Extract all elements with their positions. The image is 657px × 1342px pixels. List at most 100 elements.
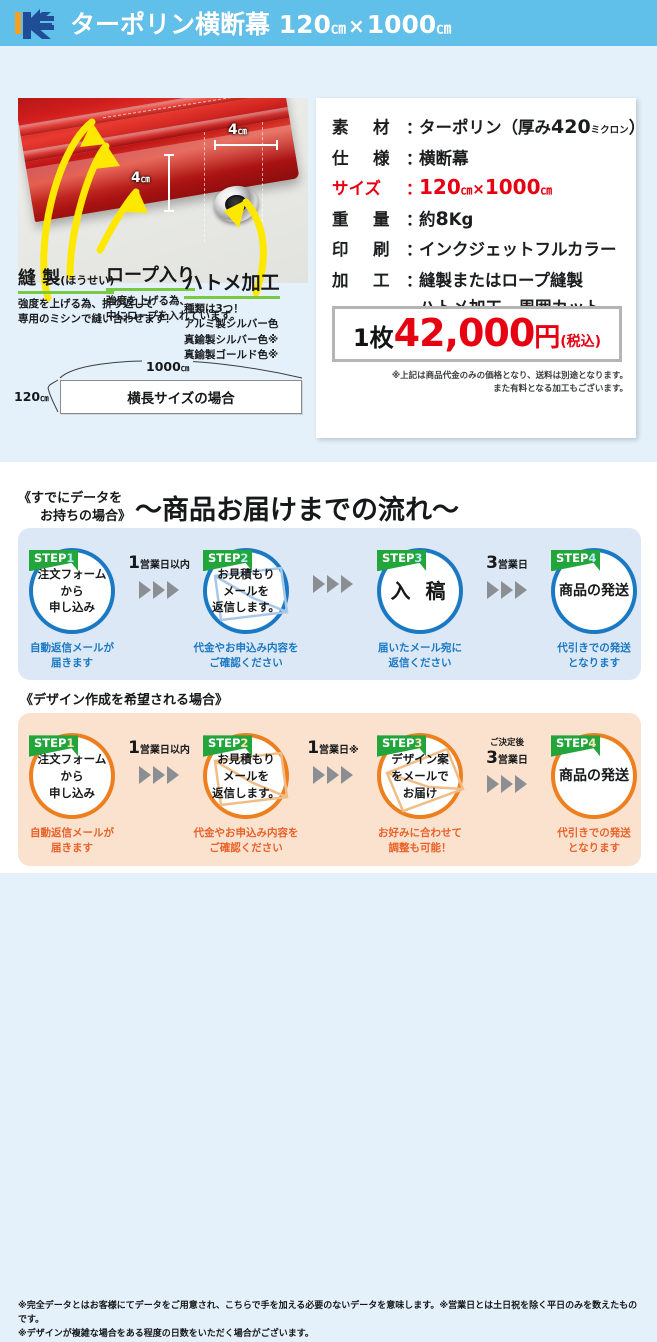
flow-step-4-badge: STEP4	[551, 550, 601, 572]
flow2-step-3: STEP3 デザイン案 をメールで お届け お好みに合わせて 調整も可能！	[366, 721, 474, 855]
price-quantity: 1枚	[352, 324, 394, 352]
title-height: 1000	[366, 10, 437, 39]
flow2-step-4-badge: STEP4	[551, 735, 601, 757]
spec-row-finish: 加 工 ： 縫製またはロープ縫製	[332, 267, 622, 291]
spec-colon-weight: ：	[406, 209, 423, 229]
spec-row-material: 素 材 ： ターポリン（厚み420ミクロン）	[332, 114, 645, 138]
flow-step-2-circle: STEP2 お見積もり メールを 返信します。	[203, 548, 289, 634]
dimension-label-side: 4㎝	[131, 170, 150, 186]
dimension-line-side	[164, 154, 174, 212]
flow2-arrow-3: ご決定後 3営業日	[474, 721, 540, 794]
ks-arrow-logo-icon	[14, 6, 60, 40]
size-diagram-box-label: 横長サイズの場合	[60, 380, 302, 414]
spec-key-material: 素 材	[332, 118, 394, 137]
dimension-label-top: 4㎝	[228, 122, 247, 138]
flow2-step-4-caption: 代引きでの発送 となります	[557, 827, 631, 855]
flow2-step-4-circle: STEP4 商品の発送	[551, 733, 637, 820]
spec-key-print: 印 刷	[332, 240, 394, 259]
flow-arrow-3: 3営業日	[474, 536, 540, 599]
spec-value-type: 横断幕	[419, 148, 469, 168]
title-height-unit: ㎝	[436, 19, 452, 37]
order-flow-section: 《すでにデータを お持ちの場合》 〜商品お届けまでの流れ〜 STEP1 注文フォ…	[0, 462, 657, 1339]
spec-value-finish: 縫製またはロープ縫製	[419, 270, 584, 290]
flow-step-2-caption: 代金やお申込み内容を ご確認ください	[193, 642, 299, 669]
flow-arrow-1: 1営業日以内	[126, 536, 192, 599]
flow-arrow-1-label: 1営業日以内	[128, 553, 190, 573]
product-photo-area: 4㎝ 4㎝	[18, 98, 308, 322]
triple-arrow-icon	[474, 580, 540, 599]
triple-arrow-icon	[126, 580, 192, 599]
flow2-step-4: STEP4 商品の発送 代引きでの発送 となります	[540, 721, 648, 855]
flow2-step-1: STEP1 注文フォーム から 申し込み 自動返信メールが 届きます	[18, 721, 126, 855]
flow2-arrow-3-prefix: ご決定後	[489, 738, 524, 749]
spec-value-weight: 約8Kg	[419, 207, 474, 230]
flow-header-condition: 《すでにデータを お持ちの場合》	[18, 491, 132, 525]
page-title: ターポリン横断幕 120㎝ ×1000㎝	[70, 5, 451, 41]
callout-grommet-title: ハトメ加工	[184, 268, 280, 299]
callout-rope-title: ロープ入り	[106, 261, 195, 291]
flow-step-1-circle: STEP1 注文フォーム から 申し込み	[29, 548, 115, 634]
flow-step-1-text: 注文フォーム から 申し込み	[37, 566, 107, 615]
flow-step-2-text: お見積もり メールを 返信します。	[212, 566, 280, 615]
title-multiply: ×	[347, 14, 365, 38]
spec-row-type: 仕 様 ： 横断幕	[332, 145, 622, 169]
spec-row-print: 印 刷 ： インクジェットフルカラー	[332, 236, 622, 260]
callout-rope: ロープ入り 強度を上げる為、 中にロープを入れています。	[106, 261, 241, 324]
spec-key-size: サイズ	[332, 179, 382, 198]
spec-colon-size: ：	[406, 179, 423, 198]
callout-grommet: ハトメ加工 種類は3つ！ アルミ製シルバー色 真鍮製シルバー色※ 真鍮製ゴールド…	[184, 268, 280, 363]
flow-step-3-badge: STEP3	[377, 550, 427, 572]
flow2-step-1-circle: STEP1 注文フォーム から 申し込み	[29, 733, 115, 820]
size-diagram: 1000㎝ 120㎝ 横長サイズの場合	[14, 358, 306, 416]
price-box: 1枚 42,000 円 (税込)	[332, 306, 622, 362]
flow2-step-2: STEP2 お見積もり メールを 返信します。 代金やお申込み内容を ご確認くだ…	[192, 721, 300, 855]
flow-step-3: STEP3 入 稿 届いたメール宛に 返信ください	[366, 536, 474, 670]
flow2-step-1-text: 注文フォーム から 申し込み	[37, 752, 107, 800]
price-tax-note: (税込)	[560, 334, 602, 350]
flow2-step-2-text: お見積もり メールを 返信します。	[212, 752, 280, 800]
flow2-arrow-1: 1営業日以内	[126, 721, 192, 785]
flow-header-title: 〜商品お届けまでの流れ〜	[135, 495, 460, 526]
spec-colon-type: ：	[406, 148, 423, 168]
callout-sewing-body: 強度を上げる為、折り返して 専用のミシンで縫い合わせます！	[18, 298, 176, 325]
flow-row-existing-data: STEP1 注文フォーム から 申し込み 自動返信メールが 届きます 1営業日以…	[18, 528, 641, 681]
flow-step-4: STEP4 商品の発送 代引きでの発送 となります	[540, 536, 648, 670]
flow-step-1: STEP1 注文フォーム から 申し込み 自動返信メールが 届きます	[18, 536, 126, 670]
price-footnote: ※上記は商品代金のみの価格となり、送料は別途となります。 また有料となる加工もご…	[391, 371, 628, 394]
flow2-step-4-text: 商品の発送	[559, 768, 629, 785]
spec-key-type: 仕 様	[332, 148, 394, 168]
flow-step-3-circle: STEP3 入 稿	[377, 548, 463, 634]
flow2-arrow-3-label: 3営業日	[486, 747, 528, 768]
product-detail-section: 4㎝ 4㎝	[0, 46, 657, 476]
callout-sewing: 縫 製(ほうせい) 強度を上げる為、折り返して 専用のミシンで縫い合わせます！	[18, 264, 176, 327]
spec-colon-print: ：	[406, 240, 423, 259]
size-diagram-width-label: 1000㎝	[142, 359, 194, 374]
price-amount: 42,000	[393, 311, 536, 355]
callout-sewing-title: 縫 製(ほうせい)	[18, 264, 115, 294]
flow2-arrow-2: 1営業日※	[300, 721, 366, 785]
triple-arrow-icon	[474, 775, 540, 794]
flow-arrow-3-label: 3営業日	[486, 553, 528, 573]
title-product: ターポリン横断幕	[70, 10, 271, 39]
flow-step-2: STEP2 お見積もり メールを 返信します。 代金やお申込み内容を ご確認くだ…	[192, 536, 300, 670]
callout-rope-body: 強度を上げる為、 中にロープを入れています。	[106, 295, 241, 322]
flow2-step-2-circle: STEP2 お見積もり メールを 返信します。	[203, 733, 289, 820]
flow2-arrow-2-label: 1営業日※	[307, 738, 359, 759]
triple-arrow-icon	[300, 575, 366, 594]
flow2-step-1-caption: 自動返信メールが 届きます	[30, 827, 114, 855]
page-header: ターポリン横断幕 120㎝ ×1000㎝	[0, 0, 657, 46]
flow-step-3-text: 入 稿	[390, 578, 450, 603]
flow-row-design-request: STEP1 注文フォーム から 申し込み 自動返信メールが 届きます 1営業日以…	[18, 713, 641, 866]
page-footnotes: ※完全データとはお客様にてデータをご用意され、こちらで手を加える必要のないデータ…	[18, 1301, 638, 1339]
flow2-step-3-circle: STEP3 デザイン案 をメールで お届け	[377, 733, 465, 820]
flow-step-3-caption: 届いたメール宛に 返信ください	[378, 642, 462, 669]
flow2-step-3-caption: お好みに合わせて 調整も可能！	[378, 827, 462, 855]
flow-subheader-design: 《デザイン作成を希望される場合》	[20, 693, 229, 709]
flow-arrow-2	[300, 536, 366, 594]
flow-step-1-caption: 自動返信メールが 届きます	[30, 642, 114, 669]
callout-grommet-body: 種類は3つ！ アルミ製シルバー色 真鍮製シルバー色※ 真鍮製ゴールド色※	[184, 303, 279, 361]
spec-panel: 素 材 ： ターポリン（厚み420ミクロン） 仕 様 ： 横断幕 サイズ ： 1…	[316, 98, 645, 438]
spec-key-finish: 加 工	[332, 270, 394, 290]
flow2-step-3-text: デザイン案 をメールで お届け	[391, 752, 449, 800]
spec-row-weight: 重 量 ： 約8Kg	[332, 206, 622, 230]
